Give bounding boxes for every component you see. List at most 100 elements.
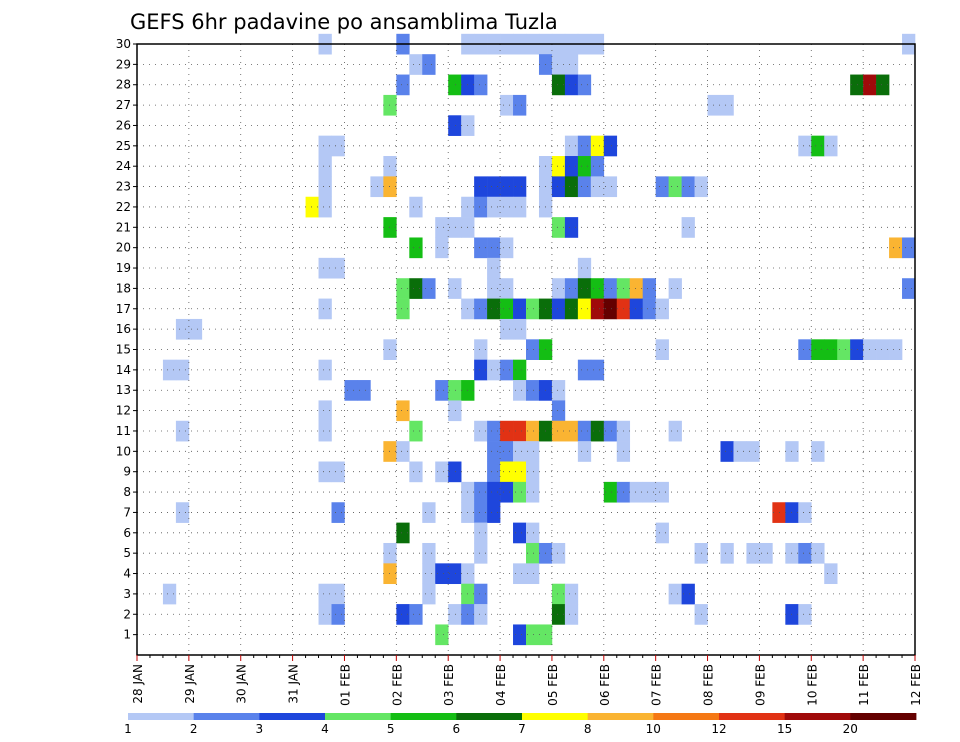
heatmap-cell bbox=[564, 176, 579, 198]
y-tick-label: 28 bbox=[116, 78, 131, 92]
heatmap-cell bbox=[837, 339, 851, 360]
heatmap-cell bbox=[487, 420, 501, 442]
x-tick-label: 02 FEB bbox=[390, 664, 404, 706]
heatmap-cell bbox=[564, 278, 579, 299]
x-tick-label: 29 JAN bbox=[183, 664, 197, 704]
heatmap-cell bbox=[318, 257, 332, 279]
heatmap-cell bbox=[448, 400, 462, 422]
heatmap-cell bbox=[500, 461, 514, 483]
heatmap-cell bbox=[655, 481, 669, 503]
heatmap-cell bbox=[474, 481, 488, 503]
heatmap-cell bbox=[487, 196, 501, 218]
heatmap-cell bbox=[850, 339, 864, 360]
heatmap-cell bbox=[500, 298, 514, 320]
colorbar-swatch bbox=[522, 713, 589, 720]
heatmap-cell bbox=[487, 441, 501, 462]
heatmap-cell bbox=[331, 135, 345, 157]
colorbar-label: 2 bbox=[190, 722, 198, 736]
y-tick-label: 4 bbox=[123, 567, 131, 581]
heatmap-cell bbox=[876, 339, 890, 360]
heatmap-cell bbox=[564, 135, 579, 157]
heatmap-cell bbox=[513, 380, 527, 401]
x-tick-label: 05 FEB bbox=[546, 664, 560, 706]
heatmap-cell bbox=[629, 481, 643, 503]
colorbar-swatch bbox=[325, 713, 392, 720]
colorbar-label: 12 bbox=[711, 722, 726, 736]
heatmap-cell bbox=[577, 441, 592, 462]
x-tick-label: 31 JAN bbox=[287, 664, 301, 704]
heatmap-cell bbox=[318, 196, 332, 218]
y-axis: 1234567891011121314151617181920212223242… bbox=[116, 37, 137, 642]
heatmap-cell bbox=[811, 135, 825, 157]
heatmap-cell bbox=[318, 156, 332, 177]
heatmap-cell bbox=[590, 278, 605, 299]
heatmap-cell bbox=[500, 318, 514, 340]
heatmap-cell bbox=[513, 196, 527, 218]
heatmap-cell bbox=[500, 94, 514, 116]
heatmap-cell bbox=[668, 278, 682, 299]
y-tick-label: 25 bbox=[116, 139, 131, 153]
heatmap-cell bbox=[668, 176, 682, 198]
heatmap-cell bbox=[422, 54, 436, 75]
heatmap-cell bbox=[590, 420, 605, 442]
heatmap-cell bbox=[500, 237, 514, 259]
heatmap-cell bbox=[564, 298, 579, 320]
heatmap-cell bbox=[577, 298, 592, 320]
heatmap-cell bbox=[824, 135, 838, 157]
heatmap-cell bbox=[902, 237, 916, 259]
colorbar-label: 15 bbox=[777, 722, 792, 736]
heatmap-cell bbox=[422, 542, 436, 564]
heatmap-cell bbox=[577, 257, 592, 279]
colorbar-swatch bbox=[390, 713, 457, 720]
heatmap-cell bbox=[577, 74, 592, 96]
y-tick-label: 26 bbox=[116, 118, 131, 132]
heatmap-cell bbox=[487, 481, 501, 503]
heatmap-cell bbox=[564, 583, 579, 605]
heatmap-cell bbox=[396, 441, 410, 462]
colorbar-swatch bbox=[653, 713, 720, 720]
y-tick-label: 1 bbox=[123, 628, 131, 642]
heatmap-cell bbox=[707, 94, 721, 116]
heatmap-cell bbox=[409, 604, 423, 625]
heatmap-cell bbox=[331, 461, 345, 483]
heatmap-cell bbox=[383, 176, 397, 198]
heatmap-cell bbox=[383, 441, 397, 462]
heatmap-cell bbox=[526, 380, 540, 401]
y-tick-label: 22 bbox=[116, 200, 131, 214]
heatmap-cell bbox=[551, 176, 566, 198]
y-tick-label: 3 bbox=[123, 587, 131, 601]
heatmap-cell bbox=[175, 420, 190, 442]
heatmap-cell bbox=[759, 542, 773, 564]
heatmap-cell bbox=[513, 420, 527, 442]
heatmap-cell bbox=[526, 481, 540, 503]
y-tick-label: 23 bbox=[116, 180, 131, 194]
heatmap-cell bbox=[474, 74, 488, 96]
x-tick-label: 11 FEB bbox=[857, 664, 871, 706]
heatmap-cell bbox=[513, 624, 527, 646]
heatmap-cell bbox=[487, 278, 501, 299]
heatmap-cell bbox=[409, 461, 423, 483]
heatmap-cell bbox=[175, 318, 190, 340]
heatmap-cell bbox=[383, 542, 397, 564]
heatmap-cell bbox=[383, 563, 397, 585]
heatmap-cell bbox=[513, 359, 527, 381]
heatmap-cell bbox=[409, 278, 423, 299]
heatmap-cell bbox=[409, 196, 423, 218]
y-tick-label: 13 bbox=[116, 383, 131, 397]
heatmap-cell bbox=[448, 278, 462, 299]
heatmap-cell bbox=[564, 217, 579, 238]
heatmap-cell bbox=[798, 135, 812, 157]
x-tick-label: 28 JAN bbox=[131, 664, 145, 704]
x-tick-label: 01 FEB bbox=[339, 664, 353, 706]
heatmap-cell bbox=[487, 461, 501, 483]
y-tick-label: 18 bbox=[116, 281, 131, 295]
heatmap-cell bbox=[629, 298, 643, 320]
x-tick-label: 08 FEB bbox=[702, 664, 716, 706]
x-tick-label: 09 FEB bbox=[753, 664, 767, 706]
heatmap-cell bbox=[629, 278, 643, 299]
heatmap-cell bbox=[590, 359, 605, 381]
heatmap-cell bbox=[798, 604, 812, 625]
heatmap-cell bbox=[513, 94, 527, 116]
heatmap-cell bbox=[577, 135, 592, 157]
